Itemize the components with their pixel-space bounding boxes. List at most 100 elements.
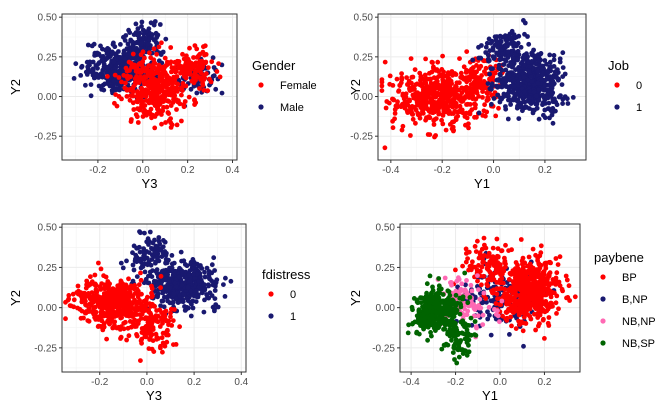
data-point <box>536 272 542 277</box>
data-point <box>441 69 446 75</box>
data-point <box>414 330 419 336</box>
data-point <box>495 260 501 266</box>
data-point <box>180 88 185 93</box>
data-point <box>145 262 151 268</box>
points <box>63 229 234 363</box>
data-point <box>540 307 546 313</box>
data-point <box>421 311 427 317</box>
data-point <box>533 327 538 333</box>
data-point <box>127 284 133 290</box>
data-point <box>184 263 190 269</box>
data-point <box>135 299 140 305</box>
data-point <box>88 93 94 99</box>
data-point <box>106 294 112 300</box>
data-point <box>146 346 152 351</box>
data-point <box>481 108 487 114</box>
data-point <box>83 82 88 88</box>
data-point <box>560 101 565 106</box>
data-point <box>94 289 100 294</box>
data-point <box>444 305 450 310</box>
data-point <box>502 286 507 292</box>
data-point <box>219 90 225 96</box>
data-point <box>155 291 161 297</box>
data-point <box>428 330 433 335</box>
data-point <box>487 76 492 82</box>
data-point <box>139 330 145 335</box>
data-point <box>509 64 515 70</box>
data-point <box>179 118 184 124</box>
data-point <box>405 330 411 336</box>
data-point <box>521 53 527 59</box>
data-point <box>485 81 491 86</box>
data-point <box>87 282 93 287</box>
data-point <box>418 81 424 87</box>
data-point <box>149 283 154 289</box>
data-point <box>96 83 102 89</box>
data-point <box>448 78 454 84</box>
data-point <box>101 87 107 93</box>
data-point <box>521 343 526 349</box>
data-point <box>75 283 81 289</box>
data-point <box>468 282 474 288</box>
data-point <box>489 86 494 92</box>
data-point <box>540 102 545 108</box>
data-point <box>141 253 147 259</box>
data-point <box>508 102 513 107</box>
data-point <box>487 71 492 77</box>
data-point <box>542 82 547 88</box>
data-point <box>149 245 154 251</box>
data-point <box>111 40 116 46</box>
data-point <box>174 61 180 66</box>
data-point <box>197 75 203 80</box>
data-point <box>190 257 196 262</box>
data-point <box>161 238 166 243</box>
data-point <box>433 116 439 121</box>
data-point <box>141 298 147 304</box>
data-point <box>192 102 198 107</box>
data-point <box>541 287 547 293</box>
data-point <box>163 63 169 68</box>
data-point <box>540 72 546 78</box>
data-point <box>178 249 184 255</box>
data-point <box>191 55 196 60</box>
data-point <box>114 56 119 62</box>
data-point <box>428 76 434 82</box>
data-point <box>392 107 398 112</box>
data-point <box>502 57 508 62</box>
data-point <box>467 263 473 269</box>
data-point <box>425 132 431 137</box>
data-point <box>194 55 200 60</box>
data-point <box>441 109 447 114</box>
data-point <box>545 76 550 82</box>
data-point <box>118 260 124 266</box>
data-point <box>432 300 438 306</box>
data-point <box>489 101 494 107</box>
data-point <box>212 308 217 314</box>
data-point <box>499 276 505 281</box>
data-point <box>404 75 409 80</box>
data-point <box>183 75 189 81</box>
series-0 <box>379 49 522 151</box>
data-point <box>202 52 207 58</box>
data-point <box>163 285 168 291</box>
data-point <box>135 26 141 32</box>
data-point <box>414 94 419 100</box>
data-point <box>101 291 107 296</box>
data-point <box>168 120 174 126</box>
data-point <box>521 89 527 95</box>
data-point <box>439 117 444 123</box>
data-point <box>121 51 127 56</box>
data-point <box>464 340 470 345</box>
data-point <box>135 294 141 300</box>
data-point <box>483 44 489 50</box>
data-point <box>120 295 126 301</box>
data-point <box>160 88 165 94</box>
data-point <box>464 312 470 318</box>
data-point <box>164 73 170 79</box>
data-point <box>161 268 167 274</box>
data-point <box>554 270 560 276</box>
data-point <box>137 30 143 36</box>
data-point <box>410 116 416 122</box>
data-point <box>413 120 418 126</box>
data-point <box>101 324 107 330</box>
